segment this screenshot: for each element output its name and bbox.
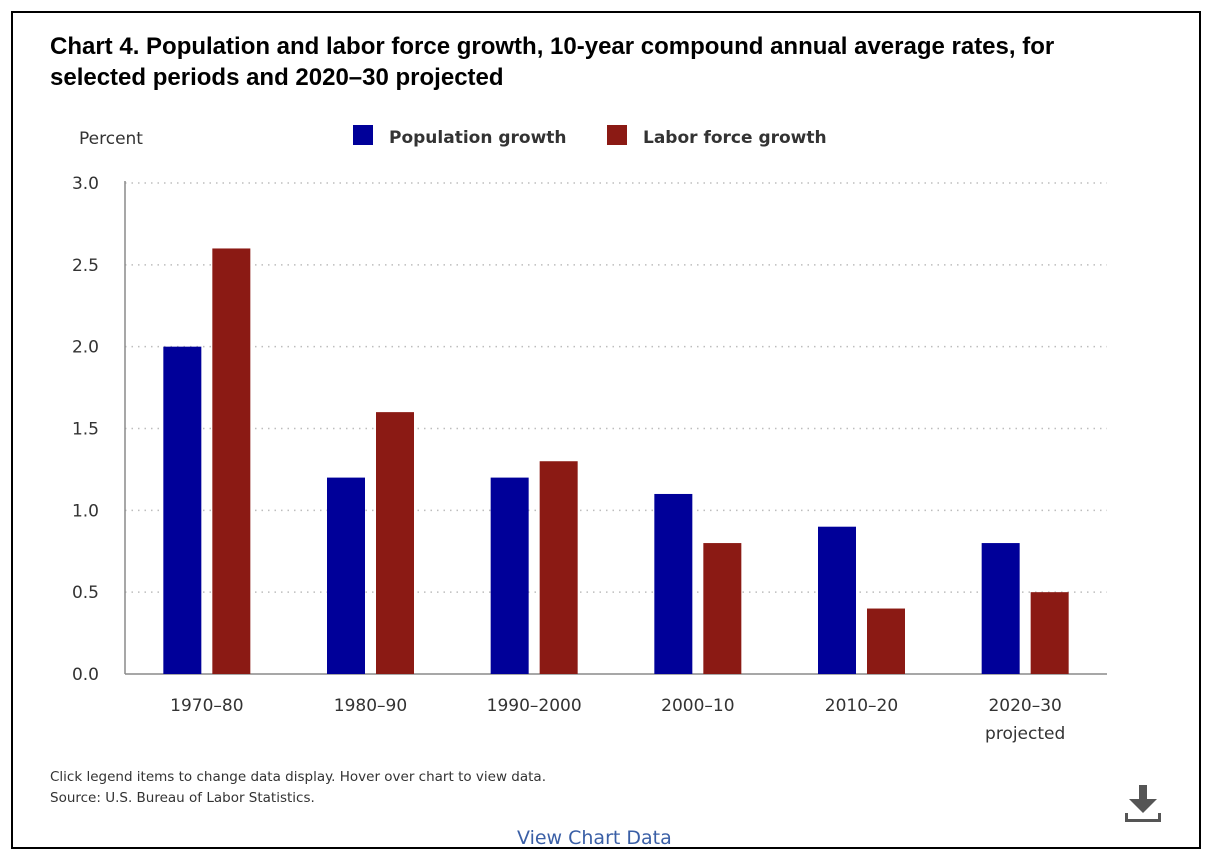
view-chart-data-link[interactable]: View Chart Data — [517, 827, 672, 849]
chart-footnote: Click legend items to change data displa… — [50, 767, 546, 809]
y-axis-label: Percent — [79, 129, 143, 149]
chart-frame: Chart 4. Population and labor force grow… — [11, 11, 1201, 849]
y-tick-label: 1.0 — [72, 501, 99, 521]
y-tick-label: 3.0 — [72, 174, 99, 194]
footnote-source: Source: U.S. Bureau of Labor Statistics. — [50, 790, 315, 806]
y-tick-label: 2.0 — [72, 338, 99, 358]
bar-population-3[interactable] — [654, 493, 693, 674]
bar-population-1[interactable] — [327, 477, 365, 674]
y-tick-label: 1.5 — [72, 420, 99, 440]
bar-population-0[interactable] — [163, 346, 202, 674]
bar-labor-force-2[interactable] — [539, 461, 578, 674]
x-tick-label: 1970–80 — [170, 696, 243, 716]
legend-label-1[interactable]: Labor force growth — [643, 128, 827, 148]
legend-label-0[interactable]: Population growth — [389, 128, 567, 148]
y-tick-label: 0.0 — [72, 665, 99, 685]
download-icon[interactable] — [1121, 781, 1165, 825]
bar-labor-force-1[interactable] — [376, 412, 414, 674]
x-tick-label: projected — [985, 724, 1065, 744]
bar-population-2[interactable] — [490, 477, 529, 674]
x-tick-label: 1980–90 — [334, 696, 407, 716]
bar-labor-force-0[interactable] — [212, 248, 251, 674]
bar-labor-force-5[interactable] — [1030, 592, 1069, 674]
x-tick-label: 2020–30 — [988, 696, 1061, 716]
bar-population-4[interactable] — [818, 526, 856, 674]
bar-labor-force-3[interactable] — [703, 543, 742, 674]
footnote-instructions: Click legend items to change data displa… — [50, 769, 546, 785]
legend-swatch-1[interactable] — [607, 125, 627, 145]
y-tick-label: 2.5 — [72, 256, 99, 276]
y-tick-label: 0.5 — [72, 583, 99, 603]
x-tick-label: 2010–20 — [825, 696, 898, 716]
legend-swatch-0[interactable] — [353, 125, 373, 145]
chart-title: Chart 4. Population and labor force grow… — [50, 33, 1055, 91]
x-tick-label: 1990–2000 — [487, 696, 582, 716]
bar-labor-force-4[interactable] — [867, 608, 905, 674]
download-icon-glyph — [1125, 785, 1161, 822]
bar-chart[interactable]: Percent Population growth Labor force grow… — [13, 13, 1201, 849]
bar-population-5[interactable] — [981, 543, 1020, 674]
x-tick-label: 2000–10 — [661, 696, 734, 716]
